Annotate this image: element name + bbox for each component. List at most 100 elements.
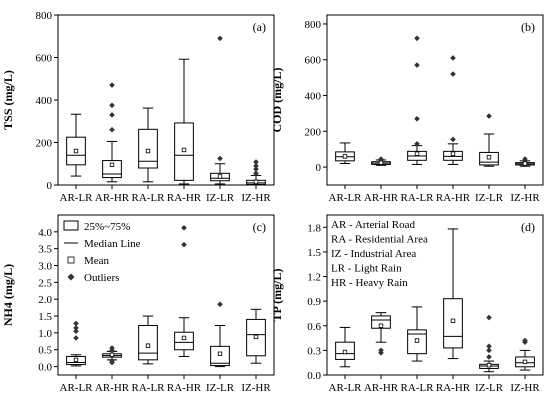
x-tick-label: RA-HR bbox=[436, 382, 471, 394]
x-tick-label: AR-HR bbox=[364, 382, 399, 394]
abbreviation-item: AR - Arterial Road bbox=[331, 219, 416, 231]
outlier-point bbox=[486, 113, 492, 119]
y-tick-label: 3.0 bbox=[38, 261, 52, 273]
box-AR-LR bbox=[66, 113, 86, 177]
legend-outlier-label: Outliers bbox=[84, 272, 119, 284]
plot-frame bbox=[57, 214, 275, 376]
mean-marker bbox=[522, 161, 528, 166]
box-IZ-HR bbox=[246, 308, 266, 364]
outlier-point bbox=[109, 82, 115, 88]
y-tick-label: 0.3 bbox=[307, 345, 321, 357]
x-tick-label: RA-HR bbox=[167, 192, 202, 204]
mean-marker bbox=[109, 162, 115, 168]
outlier-point bbox=[486, 314, 492, 321]
outlier-point bbox=[450, 71, 456, 77]
box-IZ-LR bbox=[479, 113, 499, 167]
iqr-box bbox=[138, 128, 158, 169]
box-IZ-HR bbox=[515, 337, 535, 371]
y-tick-label: 0.6 bbox=[307, 321, 321, 333]
legend-box-swatch bbox=[63, 220, 79, 231]
symbol-legend: 25%~75% Median Line Mean Outliers bbox=[63, 220, 141, 284]
legend-outlier-swatch bbox=[67, 273, 75, 281]
panel-1: 0 200 400 600 800 TSS (mg/L) (a) AR-LR AR-HR RA-L… bbox=[1, 10, 275, 204]
outlier-point bbox=[109, 357, 115, 364]
abbreviation-item: RA - Residential Area bbox=[331, 234, 428, 246]
y-tick-label: 800 bbox=[305, 19, 322, 31]
outlier-point bbox=[450, 136, 456, 143]
outlier-point bbox=[378, 347, 384, 354]
box-AR-HR bbox=[102, 345, 122, 366]
legend-box-label: 25%~75% bbox=[84, 221, 130, 233]
legend-mean-label: Mean bbox=[84, 255, 110, 267]
y-tick-label: 0 bbox=[316, 162, 322, 174]
outlier-point bbox=[414, 115, 420, 122]
y-tick-label: 600 bbox=[305, 55, 322, 67]
box-IZ-LR bbox=[479, 314, 499, 373]
x-tick-label: AR-HR bbox=[95, 192, 130, 204]
box-IZ-HR bbox=[515, 156, 535, 167]
y-tick-label: 0.5 bbox=[38, 345, 52, 357]
mean-marker bbox=[253, 334, 259, 340]
mean-marker bbox=[342, 154, 348, 159]
outlier-point bbox=[522, 156, 528, 162]
mean-marker bbox=[181, 335, 187, 341]
outlier-point bbox=[414, 141, 420, 147]
y-tick-label: 400 bbox=[305, 91, 322, 103]
outlier-point bbox=[109, 126, 115, 133]
mean-marker bbox=[450, 151, 456, 156]
mean-marker bbox=[522, 359, 528, 365]
outlier-point bbox=[109, 112, 115, 118]
x-tick-label: RA-HR bbox=[436, 192, 471, 204]
x-tick-label: IZ-HR bbox=[241, 192, 271, 204]
y-tick-label: 1.5 bbox=[307, 247, 321, 259]
y-axis-label: TSS (mg/L) bbox=[1, 70, 15, 130]
y-tick-label: 0 bbox=[47, 180, 53, 192]
iqr-box bbox=[371, 315, 391, 329]
y-tick-label: 2.5 bbox=[38, 277, 52, 289]
mean-marker bbox=[342, 349, 348, 355]
panel-3: 0.0 0.5 1.0 1.5 2.0 2.5 3.0 3.5 4.0 NH4 (mg/L) (c)… bbox=[1, 214, 275, 394]
y-tick-label: 0.0 bbox=[307, 370, 321, 382]
outlier-point bbox=[181, 241, 187, 248]
panel-4: 0.00.30.60.91.21.51.8TP (mg/L)(d)AR-LR AR… bbox=[270, 214, 544, 394]
box-IZ-LR bbox=[210, 301, 230, 368]
outlier-point bbox=[414, 35, 420, 42]
y-tick-label: 3.5 bbox=[38, 244, 52, 256]
mean-marker bbox=[109, 352, 115, 357]
abbreviation-item: LR - Light Rain bbox=[331, 263, 402, 275]
outlier-point bbox=[486, 354, 492, 360]
mean-marker bbox=[253, 179, 259, 185]
abbreviation-legend: AR - Arterial Road RA - Residential Area I… bbox=[331, 219, 428, 289]
mean-marker bbox=[145, 148, 151, 154]
mean-marker bbox=[181, 147, 187, 153]
box-RA-LR bbox=[138, 107, 158, 183]
x-tick-label: AR-LR bbox=[329, 192, 363, 204]
panel-label: (c) bbox=[253, 220, 266, 234]
panel-label: (a) bbox=[253, 20, 266, 34]
x-tick-label: RA-HR bbox=[167, 382, 202, 394]
x-tick-label: IZ-LR bbox=[475, 382, 504, 394]
x-tick-label: IZ-LR bbox=[475, 192, 504, 204]
outlier-point bbox=[378, 156, 384, 162]
mean-marker bbox=[414, 338, 420, 343]
y-tick-label: 2.0 bbox=[38, 294, 52, 306]
outlier-point bbox=[73, 335, 79, 341]
outlier-point bbox=[217, 301, 223, 308]
box-RA-LR bbox=[138, 315, 158, 365]
abbreviation-item: HR - Heavy Rain bbox=[331, 277, 408, 289]
abbreviation-item: IZ - Industrial Area bbox=[331, 248, 416, 260]
x-tick-label: RA-LR bbox=[132, 192, 166, 204]
mean-marker bbox=[217, 174, 223, 179]
box-AR-HR bbox=[102, 82, 122, 183]
x-tick-label: IZ-HR bbox=[241, 382, 271, 394]
x-tick-label: AR-LR bbox=[60, 382, 94, 394]
mean-marker bbox=[414, 151, 420, 156]
y-axis-label: TP (mg/L) bbox=[270, 268, 284, 321]
box-IZ-LR bbox=[210, 35, 230, 185]
mean-marker bbox=[450, 318, 456, 324]
outlier-point bbox=[73, 320, 79, 327]
outlier-point bbox=[450, 55, 456, 61]
y-tick-label: 0.0 bbox=[38, 362, 52, 374]
outlier-point bbox=[414, 62, 420, 68]
outlier-point bbox=[253, 166, 259, 172]
